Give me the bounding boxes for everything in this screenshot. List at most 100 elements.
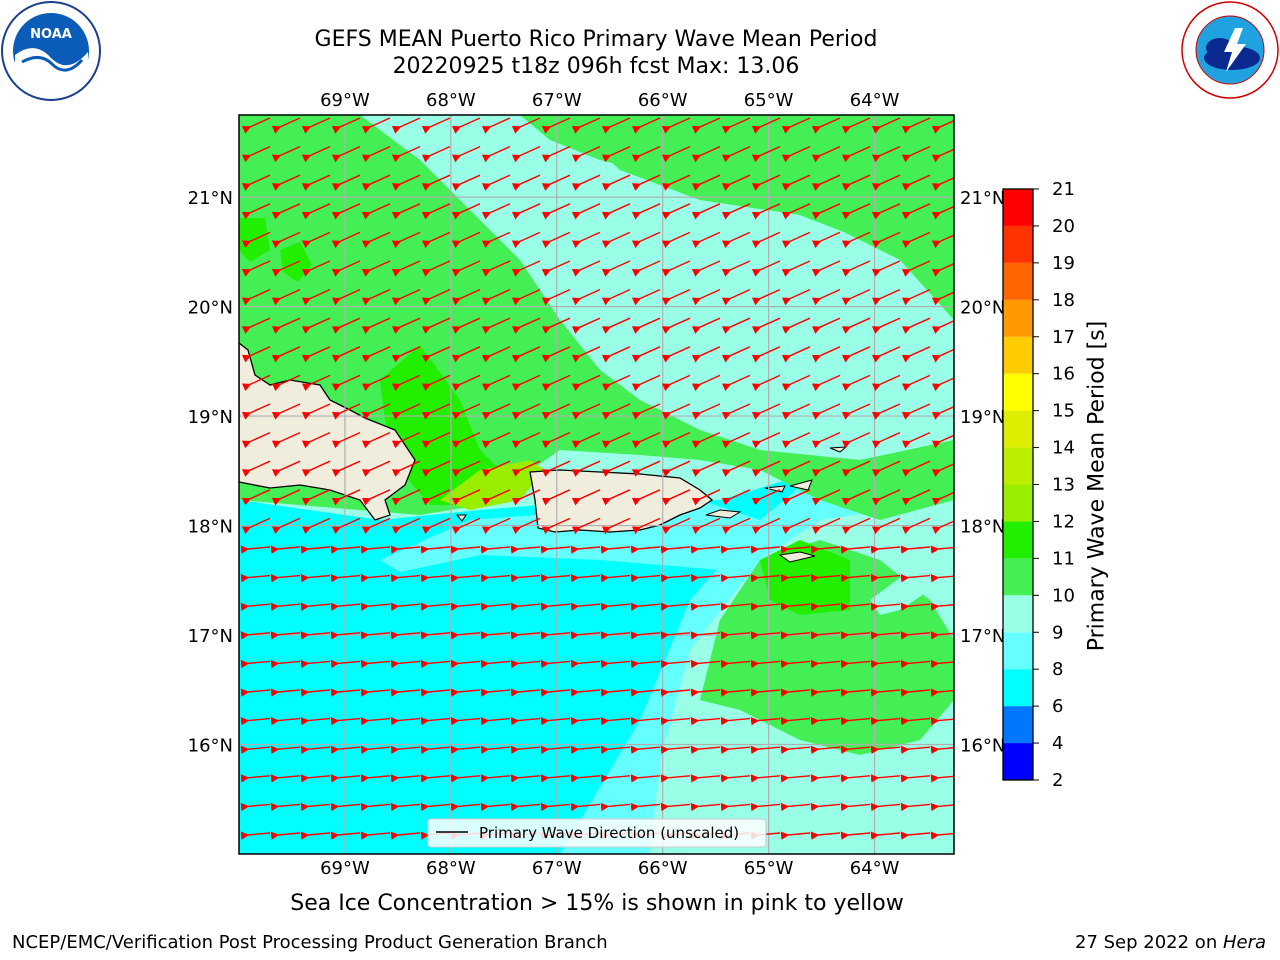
wave-arrow bbox=[450, 774, 481, 783]
wave-arrow bbox=[811, 231, 841, 249]
wave-arrow bbox=[421, 174, 451, 191]
wave-arrow bbox=[721, 174, 751, 191]
wave-arrow bbox=[481, 403, 511, 420]
wave-arrow bbox=[391, 145, 421, 163]
wave-arrow bbox=[870, 574, 901, 583]
colorbar-tick-label: 21 bbox=[1052, 179, 1075, 200]
wave-arrow bbox=[811, 403, 841, 420]
wave-arrow bbox=[690, 659, 721, 669]
wave-arrow bbox=[780, 774, 811, 783]
wave-arrow bbox=[391, 317, 421, 334]
wave-arrow bbox=[871, 403, 901, 420]
wave-arrow bbox=[660, 745, 691, 755]
wave-arrow bbox=[541, 317, 571, 334]
wave-arrow bbox=[691, 431, 721, 449]
wave-arrow bbox=[540, 631, 571, 640]
wave-arrow bbox=[330, 574, 361, 583]
wave-arrow bbox=[720, 717, 751, 726]
wave-arrow bbox=[510, 745, 541, 755]
wave-arrow bbox=[721, 203, 751, 220]
wave-arrow bbox=[330, 831, 361, 840]
wave-arrow bbox=[721, 460, 751, 477]
wave-arrow bbox=[421, 460, 451, 477]
run-date-text: 27 Sep 2022 on bbox=[1075, 932, 1223, 953]
latitude-ticks-right: 21°N 20°N 19°N 18°N 17°N 16°N bbox=[960, 188, 1005, 756]
wave-arrow bbox=[301, 346, 331, 363]
wave-arrow bbox=[360, 545, 391, 554]
wave-arrow bbox=[691, 489, 721, 506]
wave-arrow bbox=[360, 688, 391, 697]
wave-arrow bbox=[451, 460, 481, 477]
wave-arrow bbox=[421, 489, 451, 506]
wave-arrow bbox=[450, 574, 481, 583]
wave-arrow bbox=[510, 774, 541, 783]
wave-arrow bbox=[540, 745, 571, 755]
wave-arrow bbox=[510, 688, 541, 697]
wave-arrow bbox=[780, 545, 811, 554]
wave-arrow bbox=[601, 317, 631, 334]
wave-arrow bbox=[481, 517, 511, 535]
wave-arrow bbox=[510, 574, 541, 583]
wave-arrow bbox=[451, 260, 481, 277]
wave-arrow bbox=[601, 374, 631, 392]
wave-arrow bbox=[840, 602, 871, 612]
wave-arrow bbox=[601, 346, 631, 363]
wave-arrow bbox=[930, 602, 954, 612]
wave-arrow bbox=[360, 659, 391, 669]
wave-arrow bbox=[360, 774, 391, 783]
wave-arrow bbox=[750, 545, 781, 554]
longitude-ticks-bottom: 69°W 68°W 67°W 66°W 65°W 64°W bbox=[320, 858, 900, 879]
wave-arrow bbox=[451, 231, 481, 249]
wave-arrow bbox=[541, 288, 571, 306]
wave-arrow bbox=[721, 346, 751, 363]
wave-arrow bbox=[300, 688, 331, 697]
wave-arrow bbox=[661, 403, 691, 420]
wave-arrow bbox=[811, 260, 841, 277]
wave-arrow bbox=[840, 688, 871, 697]
wave-arrow bbox=[241, 203, 271, 220]
wave-arrow bbox=[841, 346, 871, 363]
wave-arrow bbox=[900, 802, 931, 812]
wave-arrow bbox=[511, 117, 541, 134]
wave-arrow bbox=[511, 403, 541, 420]
wave-arrow bbox=[241, 517, 271, 535]
wave-arrow bbox=[300, 574, 331, 583]
wave-arrow bbox=[600, 602, 631, 612]
wave-arrow bbox=[391, 203, 421, 220]
wave-arrow bbox=[301, 317, 331, 334]
lat-tick-label-left: 21°N bbox=[188, 188, 233, 209]
noaa-logo-text: NOAA bbox=[30, 27, 72, 42]
wave-arrow bbox=[931, 320, 954, 334]
wave-arrow bbox=[391, 489, 421, 506]
wave-arrow bbox=[810, 659, 841, 669]
wave-arrow bbox=[871, 117, 901, 134]
wave-arrow bbox=[691, 145, 721, 163]
wave-arrow bbox=[421, 260, 451, 277]
wave-arrow bbox=[571, 260, 601, 277]
wave-arrow bbox=[571, 117, 601, 134]
wave-arrow bbox=[901, 489, 931, 506]
wave-arrow bbox=[631, 317, 661, 334]
wave-arrow bbox=[361, 403, 391, 420]
wave-arrow bbox=[510, 602, 541, 612]
wave-arrow bbox=[721, 145, 751, 163]
wave-arrow bbox=[451, 174, 481, 191]
wave-arrow bbox=[511, 317, 541, 334]
map-plot-area bbox=[239, 115, 954, 854]
wave-arrow bbox=[451, 374, 481, 392]
wave-arrow bbox=[781, 460, 811, 477]
wave-arrow bbox=[631, 374, 661, 392]
wave-arrow bbox=[540, 602, 571, 612]
wave-arrow bbox=[300, 774, 331, 783]
wave-arrow bbox=[871, 489, 901, 506]
wave-arrow bbox=[811, 460, 841, 477]
colorbar-segment bbox=[1003, 706, 1033, 744]
wave-arrow bbox=[271, 403, 301, 420]
run-date: 27 Sep 2022 on Hera bbox=[1075, 932, 1266, 953]
wave-arrow bbox=[361, 431, 391, 449]
wave-direction-arrows bbox=[240, 117, 954, 840]
wave-arrow bbox=[390, 717, 421, 726]
wave-arrow bbox=[841, 145, 871, 163]
wave-arrow bbox=[811, 374, 841, 392]
wave-arrow bbox=[870, 688, 901, 697]
